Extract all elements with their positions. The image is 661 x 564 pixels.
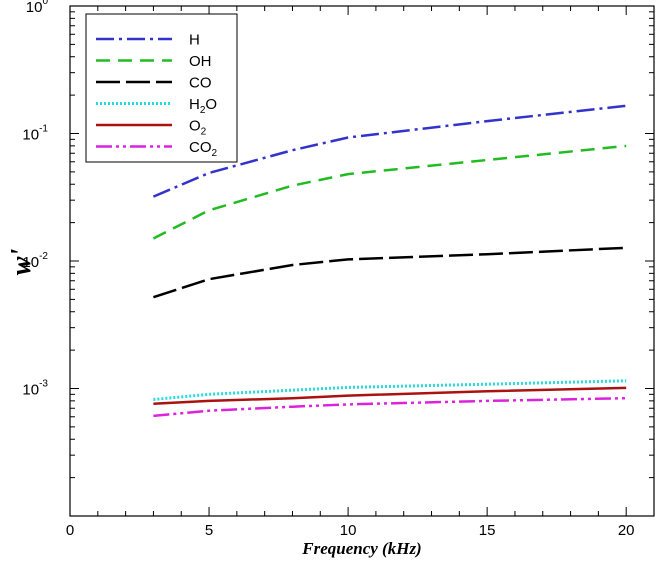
legend-label-co2: CO2 — [189, 139, 218, 159]
legend-label-h2o: H2O — [189, 96, 217, 116]
y-axis-title: w' — [6, 249, 37, 276]
y-tick-label: 10-2 — [22, 251, 48, 271]
legend-label-h: H — [189, 32, 200, 49]
series-line-oh — [152, 144, 627, 240]
y-tick-label: 100 — [26, 0, 49, 16]
series-line-o2 — [153, 386, 627, 405]
y-tick-label: 10-1 — [22, 124, 48, 144]
series-line-co2 — [153, 396, 627, 418]
y-tick-label: 10-3 — [22, 379, 48, 399]
x-tick-label: 5 — [205, 522, 213, 539]
series-line-h2o — [153, 379, 627, 401]
series-layer — [152, 104, 627, 418]
legend-label-oh: OH — [189, 53, 212, 70]
x-tick-label: 0 — [66, 522, 74, 539]
x-tick-label: 20 — [618, 522, 635, 539]
x-tick-label: 15 — [479, 522, 496, 539]
axis-ticks: 0 5 10 15 20 100 10-1 10-2 10-3 — [22, 0, 654, 539]
x-tick-label: 10 — [340, 522, 357, 539]
legend-box — [85, 13, 238, 163]
x-axis-title: Frequency (kHz) — [301, 539, 421, 558]
legend-label-o2: O2 — [189, 118, 207, 138]
series-line-co — [153, 246, 627, 299]
legend-label-co: CO — [189, 75, 212, 92]
